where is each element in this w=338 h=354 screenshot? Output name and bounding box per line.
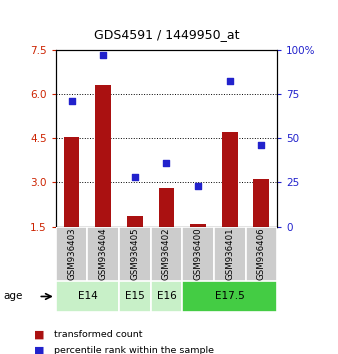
Bar [151,227,182,281]
Point [195,183,201,189]
Text: E17.5: E17.5 [215,291,245,302]
Bar [151,281,182,312]
Text: GSM936401: GSM936401 [225,228,234,280]
Text: ■: ■ [34,346,44,354]
Bar [159,188,174,227]
Text: GSM936404: GSM936404 [99,228,108,280]
Text: GSM936400: GSM936400 [194,228,202,280]
Text: transformed count: transformed count [54,330,143,339]
Bar [254,179,269,227]
Bar [222,132,238,227]
Text: GSM936406: GSM936406 [257,228,266,280]
Text: E14: E14 [77,291,97,302]
Text: GSM936403: GSM936403 [67,228,76,280]
Bar [56,281,119,312]
Bar [56,227,88,281]
Bar [127,216,143,227]
Text: GSM936405: GSM936405 [130,228,139,280]
Bar [95,85,111,227]
Bar [64,137,79,227]
Bar [182,281,277,312]
Text: E15: E15 [125,291,145,302]
Bar [245,227,277,281]
Bar [182,227,214,281]
Point [227,79,233,84]
Bar [190,224,206,227]
Text: percentile rank within the sample: percentile rank within the sample [54,346,214,354]
Bar [119,281,151,312]
Text: GDS4591 / 1449950_at: GDS4591 / 1449950_at [94,28,239,41]
Point [100,52,106,58]
Point [259,142,264,148]
Bar [214,227,245,281]
Point [132,174,138,180]
Text: age: age [3,291,23,302]
Text: E16: E16 [156,291,176,302]
Text: GSM936402: GSM936402 [162,228,171,280]
Bar [88,227,119,281]
Text: ■: ■ [34,330,44,339]
Point [164,160,169,166]
Bar [119,227,151,281]
Point [69,98,74,104]
